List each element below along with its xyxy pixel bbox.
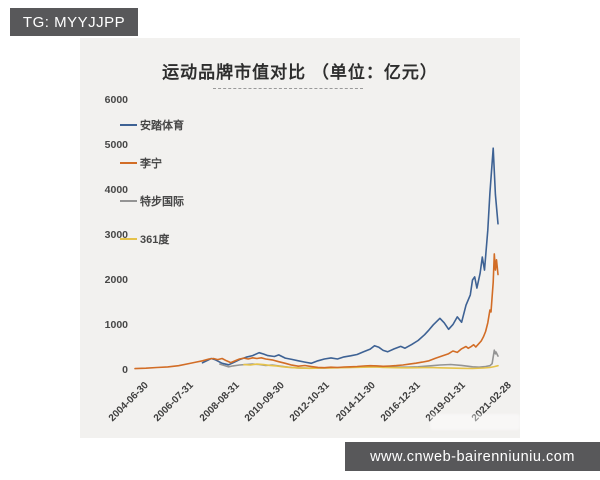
y-tick-label: 5000 bbox=[104, 139, 128, 151]
legend-swatch-xtep bbox=[120, 200, 137, 202]
y-tick-label: 4000 bbox=[104, 184, 128, 196]
legend-item-lining: 李宁 bbox=[120, 156, 162, 170]
url-watermark-badge: www.cnweb-bairenniuniu.com bbox=[345, 442, 600, 471]
legend-item-361du: 361度 bbox=[120, 232, 169, 246]
legend-label-xtep: 特步国际 bbox=[140, 196, 184, 208]
faint-watermark bbox=[430, 414, 520, 430]
legend-label-361du: 361度 bbox=[140, 234, 170, 246]
title-divider bbox=[213, 88, 363, 89]
legend-item-xtep: 特步国际 bbox=[120, 194, 184, 208]
legend-label-lining: 李宁 bbox=[140, 158, 162, 170]
plot-area bbox=[134, 147, 499, 370]
y-tick-label: 6000 bbox=[104, 94, 128, 106]
legend-label-anta: 安踏体育 bbox=[140, 120, 184, 132]
tg-watermark-badge: TG: MYYJJPP bbox=[10, 8, 138, 36]
chart-title: 运动品牌市值对比 （单位：亿元） bbox=[162, 63, 438, 82]
legend-item-anta: 安踏体育 bbox=[120, 118, 184, 132]
legend-swatch-anta bbox=[120, 124, 137, 126]
chart-card: 运动品牌市值对比 （单位：亿元） 6000 5000 4000 3000 2000 100… bbox=[80, 38, 520, 438]
legend-swatch-361du bbox=[120, 238, 137, 240]
y-tick-label: 1000 bbox=[104, 319, 128, 331]
line-anta bbox=[201, 147, 499, 366]
line-361du bbox=[243, 363, 499, 370]
legend-swatch-lining bbox=[120, 162, 137, 164]
y-tick-label: 0 bbox=[122, 364, 128, 376]
y-tick-label: 2000 bbox=[104, 274, 128, 286]
line-lining bbox=[134, 253, 499, 370]
